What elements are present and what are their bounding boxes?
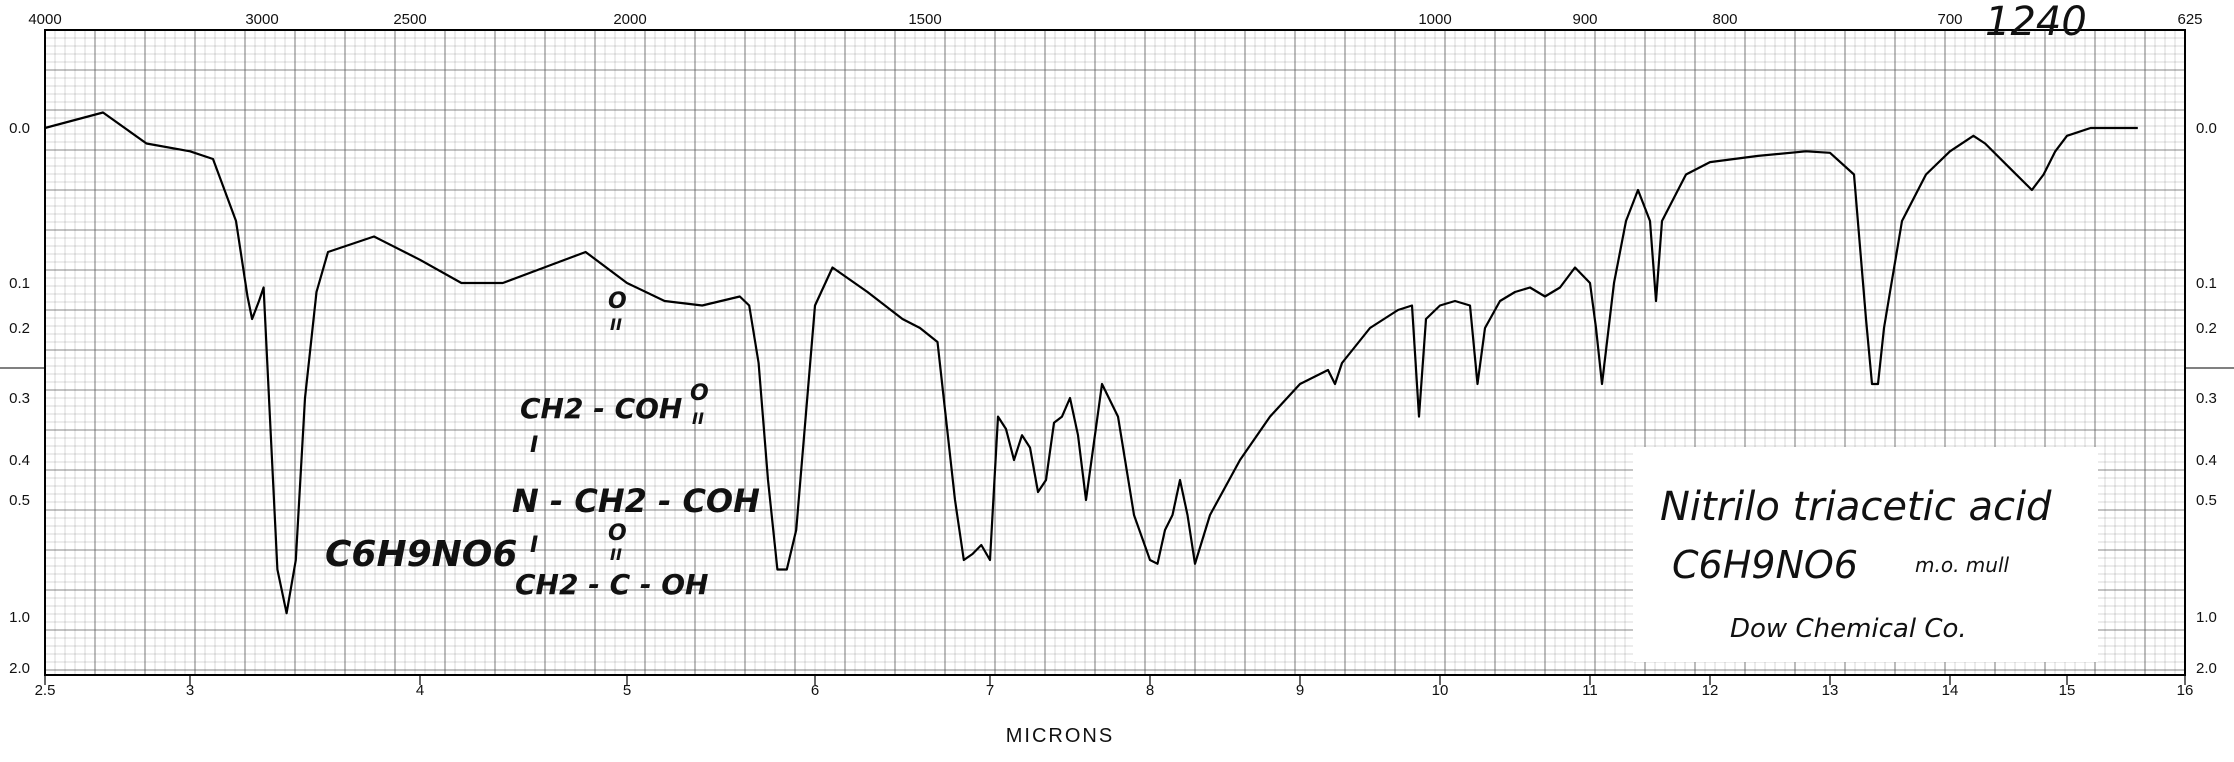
label-card-background — [1633, 447, 2098, 662]
y-tick-label-left: 0.3 — [9, 390, 30, 407]
y-axis-ticks-left: 0.0 0.1 0.2 0.3 0.4 0.5 1.0 2.0 — [9, 120, 30, 677]
structure-mid-oxygen: O — [690, 381, 709, 406]
y-tick-label-left: 0.4 — [9, 452, 30, 469]
x-tick-label: 7 — [986, 682, 994, 699]
y-tick-label-right: 0.1 — [2196, 275, 2217, 292]
y-tick-label-left: 0.2 — [9, 320, 30, 337]
x-tick-label: 3 — [186, 682, 194, 699]
y-tick-label-left: 1.0 — [9, 609, 30, 626]
x-tick-label: 12 — [1702, 682, 1719, 699]
y-tick-label-right: 0.4 — [2196, 452, 2217, 469]
source-lab: Dow Chemical Co. — [1730, 614, 1967, 644]
x-tick-label: 11 — [1582, 682, 1598, 699]
x-tick-label: 10 — [1432, 682, 1449, 699]
top-tick-label: 625 — [2177, 11, 2202, 28]
structure-bot-oxygen: O — [608, 521, 627, 546]
x-tick-label: 5 — [623, 682, 631, 699]
x-tick-label: 2.5 — [35, 682, 56, 699]
top-tick-label: 800 — [1712, 11, 1737, 28]
y-tick-label-right: 2.0 — [2196, 660, 2217, 677]
x-tick-label: 15 — [2059, 682, 2076, 699]
spectrum-trace — [44, 111, 2138, 615]
structure-mid-double-bond: II — [692, 409, 704, 428]
top-tick-label: 2000 — [613, 11, 646, 28]
structure-top-oxygen: O — [608, 289, 627, 314]
spectrum-series — [44, 111, 2138, 615]
structure-top-double-bond: II — [610, 315, 622, 334]
y-tick-label-right: 0.3 — [2196, 390, 2217, 407]
handwritten-formula: C6H9NO6 — [325, 534, 517, 575]
x-tick-label: 13 — [1822, 682, 1839, 699]
top-tick-label: 700 — [1937, 11, 1962, 28]
top-tick-label: 1500 — [908, 11, 941, 28]
x-axis-ticks: 2.5 3 4 5 6 7 8 9 10 11 12 13 14 15 16 — [35, 675, 2194, 699]
structure-bot-branch: CH2 - C - OH — [515, 568, 708, 601]
structure-bot-double-bond: II — [610, 545, 622, 564]
x-tick-label: 16 — [2177, 682, 2194, 699]
y-tick-label-left: 0.0 — [9, 120, 30, 137]
x-tick-label: 14 — [1942, 682, 1959, 699]
top-tick-label: 1000 — [1418, 11, 1451, 28]
sample-prep: m.o. mull — [1915, 553, 2010, 577]
y-tick-label-left: 0.1 — [9, 275, 30, 292]
y-tick-label-right: 0.5 — [2196, 492, 2217, 509]
y-axis-ticks-right: 0.0 0.1 0.2 0.3 0.4 0.5 1.0 2.0 — [2196, 120, 2217, 677]
y-tick-label-right: 1.0 — [2196, 609, 2217, 626]
top-tick-label: 900 — [1572, 11, 1597, 28]
structure-top-branch: CH2 - COH — [520, 392, 682, 425]
top-tick-label: 3000 — [245, 11, 278, 28]
x-tick-label: 6 — [811, 682, 819, 699]
structure-bond-2: I — [530, 533, 538, 558]
y-tick-label-left: 0.5 — [9, 492, 30, 509]
compound-formula: C6H9NO6 — [1672, 543, 1858, 587]
top-tick-label: 4000 — [28, 11, 61, 28]
x-tick-label: 4 — [416, 682, 424, 699]
y-tick-label-right: 0.0 — [2196, 120, 2217, 137]
structure-mid-branch: N - CH2 - COH — [512, 482, 760, 520]
plot-frame — [44, 29, 2186, 676]
structural-formula: O II CH2 - COH I O II N - CH2 - COH I O … — [512, 289, 760, 601]
x-tick-label: 8 — [1146, 682, 1154, 699]
top-tick-label: 2500 — [393, 11, 426, 28]
label-card: Nitrilo triacetic acid C6H9NO6 m.o. mull… — [1633, 447, 2098, 662]
y-tick-label-right: 0.2 — [2196, 320, 2217, 337]
y-tick-label-left: 2.0 — [9, 660, 30, 677]
x-tick-label: 9 — [1296, 682, 1304, 699]
structure-bond-1: I — [530, 433, 538, 458]
x-axis-title: MICRONS — [1006, 725, 1114, 747]
corner-note: 1240 — [1985, 0, 2087, 45]
compound-name: Nitrilo triacetic acid — [1660, 484, 2052, 530]
top-wavenumber-ticks: 4000 3000 2500 2000 1500 1000 900 800 700 625 — [28, 11, 2202, 28]
